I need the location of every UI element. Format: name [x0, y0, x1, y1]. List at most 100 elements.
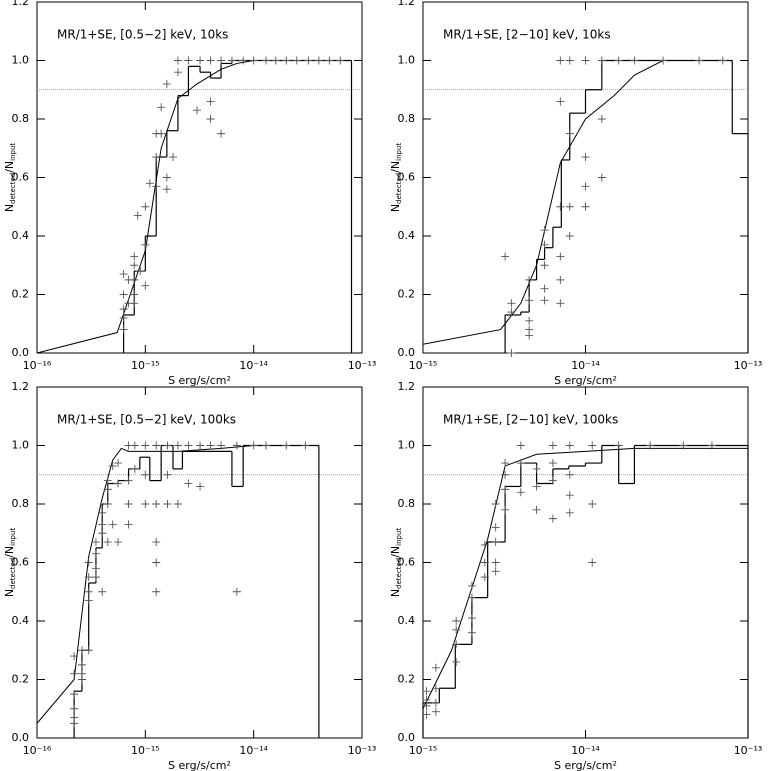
cross-marker [501, 459, 510, 468]
cross-marker [91, 538, 100, 547]
cross-marker [431, 684, 440, 693]
cross-marker [501, 505, 510, 514]
cross-marker [262, 56, 271, 65]
cross-marker [540, 226, 549, 235]
y-tick-label: 0.2 [398, 288, 416, 301]
x-axis-label: S erg/s/cm² [554, 374, 617, 387]
cross-marker [556, 299, 565, 308]
cross-marker [206, 97, 215, 106]
cross-marker [141, 441, 150, 450]
cross-marker [556, 202, 565, 211]
cross-marker [114, 538, 123, 547]
cross-marker [70, 652, 79, 661]
panel-title: MR/1+SE, [2−10] keV, 10ks [443, 28, 611, 42]
cross-marker [491, 567, 500, 576]
cross-marker [467, 614, 476, 623]
cross-marker [422, 687, 431, 696]
cross-marker [467, 581, 476, 590]
cross-marker [565, 56, 574, 65]
cross-marker [431, 698, 440, 707]
cross-marker [70, 690, 79, 699]
cross-marker [152, 587, 161, 596]
cross-marker [548, 441, 557, 450]
y-axis-label-part: /N [3, 546, 16, 558]
x-tick-label: 10⁻¹⁶ [23, 359, 52, 372]
y-tick-label: 0.8 [398, 112, 416, 125]
cross-marker [119, 325, 128, 334]
cross-marker [77, 646, 86, 655]
cross-marker [249, 56, 258, 65]
cross-marker [565, 232, 574, 240]
x-tick-label: 10⁻¹⁵ [131, 744, 160, 757]
cross-marker [184, 56, 193, 65]
cross-marker [452, 625, 461, 634]
panel: MR/1+SE, [0.5−2] keV, 10ks 0.0 0.2 0.4 0.6 0.… [3, 0, 376, 387]
x-tick-label: 10⁻¹⁴ [571, 359, 600, 372]
cross-marker [98, 520, 107, 529]
cross-marker [136, 267, 145, 276]
cross-marker [614, 441, 623, 450]
cross-marker [480, 573, 489, 582]
cross-marker [540, 284, 549, 293]
panel: MR/1+SE, [0.5−2] keV, 100ks 0.0 0.2 0.4 0.6 0… [3, 380, 376, 771]
y-tick-label: 0.2 [398, 673, 416, 686]
y-tick-label: 0.4 [12, 614, 30, 627]
cross-marker [467, 628, 476, 637]
cross-marker [336, 56, 345, 65]
cross-marker [422, 701, 431, 710]
cross-marker [301, 441, 310, 450]
y-axis-label-part: input [395, 143, 403, 161]
cross-marker [452, 657, 461, 666]
cross-marker [173, 68, 182, 77]
cross-marker [162, 185, 171, 194]
cross-marker [525, 296, 534, 305]
cross-marker [597, 173, 606, 182]
y-axis-label-part: /N [389, 161, 402, 173]
cross-marker [597, 115, 606, 123]
y-axis-label: Ndetected/Ninput [389, 528, 403, 598]
cross-marker [77, 675, 86, 684]
cross-marker [548, 514, 557, 523]
cross-marker [659, 56, 668, 65]
x-tick-label: 10⁻¹⁵ [131, 359, 160, 372]
cross-marker [108, 461, 117, 470]
cross-marker [70, 669, 79, 678]
cross-marker [480, 540, 489, 549]
x-axis-label: S erg/s/cm² [554, 759, 617, 771]
x-tick-label: 10⁻¹⁴ [239, 359, 268, 372]
cross-marker [532, 482, 541, 491]
y-axis-label-part: N [389, 204, 402, 212]
cross-marker [103, 485, 112, 494]
y-tick-label: 0.0 [398, 346, 416, 359]
y-axis-label-part: /N [3, 161, 16, 173]
cross-marker [124, 476, 133, 485]
y-tick-label: 0.6 [12, 171, 30, 184]
cross-marker [565, 470, 574, 479]
cross-marker [501, 470, 510, 479]
y-tick-label: 1.0 [398, 439, 416, 452]
cross-marker [130, 441, 139, 450]
cross-marker [163, 470, 172, 479]
cross-marker [325, 56, 334, 65]
cross-marker [491, 558, 500, 567]
cross-marker [173, 500, 182, 508]
y-axis-label: Ndetected/Ninput [389, 143, 403, 213]
cross-marker [114, 479, 123, 488]
cross-marker [516, 459, 525, 468]
cross-marker [540, 261, 549, 270]
cross-marker [565, 441, 574, 450]
cross-marker [548, 476, 557, 485]
cross-marker [141, 500, 150, 508]
cross-marker [581, 202, 590, 211]
cross-marker [282, 441, 291, 450]
cross-marker [196, 56, 205, 65]
panel-title: MR/1+SE, [0.5−2] keV, 10ks [57, 28, 228, 42]
cross-marker [262, 441, 271, 450]
cross-marker [491, 538, 500, 547]
cross-marker [130, 252, 139, 261]
cross-marker [133, 211, 142, 220]
x-tick-label: 10⁻¹⁴ [571, 744, 600, 757]
y-tick-label: 0.6 [12, 556, 30, 569]
cross-marker [718, 56, 727, 65]
cross-marker [141, 202, 150, 211]
